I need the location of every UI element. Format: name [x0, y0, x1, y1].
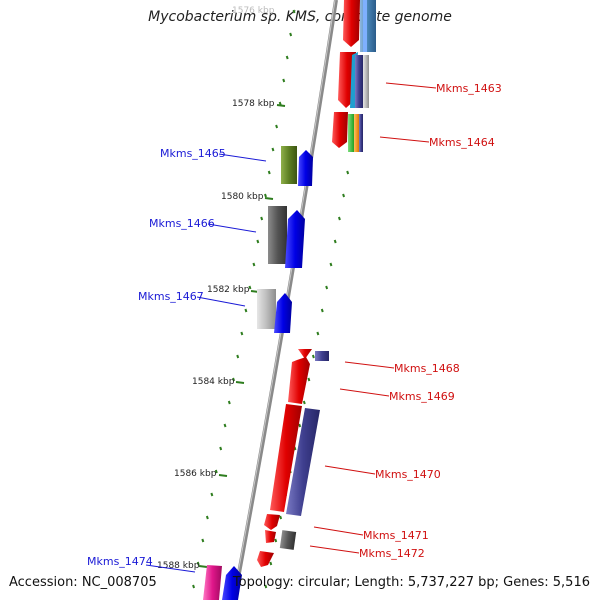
- tick-mark: [320, 308, 324, 313]
- genome-summary-text: Topology: circular; Length: 5,737,227 bp…: [232, 575, 590, 590]
- svg-text:1576 kbp: 1576 kbp: [232, 6, 275, 16]
- tick-mark: [333, 239, 337, 244]
- gene-mkms-1470[interactable]: [270, 404, 320, 516]
- tick-mark: [196, 561, 200, 566]
- tick-track-outer: [192, 9, 296, 589]
- svg-text:1586 kbp: 1586 kbp: [174, 469, 217, 479]
- feature-cluster-1464[interactable]: [332, 112, 363, 152]
- label-mkms-1466[interactable]: Mkms_1466: [149, 217, 215, 230]
- gene-mkms-1469[interactable]: [288, 357, 310, 404]
- tick-label-1578: 1578 kbp: [232, 99, 286, 109]
- leader-1463: [385, 82, 437, 89]
- tick-mark: [227, 400, 231, 405]
- tick-mark: [282, 78, 286, 83]
- label-mkms-1474[interactable]: Mkms_1474: [87, 555, 153, 568]
- svg-text:1582 kbp: 1582 kbp: [207, 285, 250, 295]
- accession-text: Accession: NC_008705: [9, 575, 157, 590]
- leader-1468: [344, 361, 395, 369]
- tick-mark: [244, 308, 248, 313]
- leader-1465: [218, 153, 267, 162]
- tick-mark: [342, 193, 346, 198]
- tick-mark: [252, 262, 256, 267]
- svg-text:1584 kbp: 1584 kbp: [192, 377, 235, 387]
- tick-mark: [329, 262, 333, 267]
- label-mkms-1467[interactable]: Mkms_1467: [138, 290, 204, 303]
- label-mkms-1469[interactable]: Mkms_1469: [389, 390, 455, 403]
- label-mkms-1470[interactable]: Mkms_1470: [375, 468, 441, 481]
- gene-mkms-1472[interactable]: [257, 530, 297, 567]
- tick-mark: [346, 170, 350, 175]
- leader-1466: [207, 223, 257, 233]
- label-mkms-1464[interactable]: Mkms_1464: [429, 136, 495, 149]
- tick-mark: [219, 446, 223, 451]
- tick-label-1584: 1584 kbp: [192, 377, 245, 387]
- tick-mark: [256, 239, 260, 244]
- tick-mark: [240, 331, 244, 336]
- tick-mark: [275, 124, 279, 129]
- tick-mark: [316, 331, 320, 336]
- tick-mark: [205, 515, 209, 520]
- tick-mark: [264, 193, 267, 198]
- tick-mark: [260, 216, 264, 221]
- tick-mark: [289, 32, 293, 37]
- tick-mark: [292, 9, 296, 14]
- leader-1467: [196, 296, 246, 307]
- tick-mark: [267, 170, 271, 175]
- label-mkms-1471[interactable]: Mkms_1471: [363, 529, 429, 542]
- leader-1469: [339, 388, 390, 397]
- gene-mkms-1466[interactable]: [268, 206, 305, 268]
- tick-label-1580: 1580 kbp: [221, 192, 274, 202]
- tick-mark: [201, 538, 205, 543]
- svg-text:1578 kbp: 1578 kbp: [232, 99, 275, 109]
- tick-mark: [337, 216, 341, 221]
- label-mkms-1463[interactable]: Mkms_1463: [436, 82, 502, 95]
- tick-mark: [269, 561, 273, 566]
- tick-mark: [285, 55, 289, 60]
- label-mkms-1465[interactable]: Mkms_1465: [160, 147, 226, 160]
- gene-mkms-1471[interactable]: [264, 514, 280, 530]
- leader-1470: [324, 465, 376, 475]
- gene-mkms-1467[interactable]: [257, 289, 292, 333]
- tick-mark: [307, 377, 311, 382]
- tick-label-1582: 1582 kbp: [207, 285, 260, 295]
- svg-text:1588 kbp: 1588 kbp: [157, 561, 200, 571]
- tick-mark: [192, 584, 196, 589]
- leader-1464: [379, 136, 430, 143]
- tick-mark: [298, 423, 302, 428]
- gene-mkms-1474[interactable]: [203, 565, 242, 600]
- tick-mark: [311, 354, 315, 359]
- tick-mark: [236, 354, 240, 359]
- feature-cluster-top[interactable]: [338, 0, 376, 108]
- tick-mark: [214, 469, 218, 474]
- tick-label-1588: 1588 kbp: [157, 561, 208, 571]
- tick-mark: [274, 538, 278, 543]
- leader-1474: [145, 564, 196, 573]
- tick-mark: [302, 400, 306, 405]
- tick-label-1586: 1586 kbp: [174, 469, 228, 479]
- label-mkms-1468[interactable]: Mkms_1468: [394, 362, 460, 375]
- tick-mark: [279, 515, 283, 520]
- gene-mkms-1468[interactable]: [298, 349, 329, 361]
- tick-mark: [248, 285, 252, 290]
- tick-label-1576: 1576 kbp: [232, 6, 275, 16]
- tick-mark: [232, 377, 235, 382]
- svg-text:1580 kbp: 1580 kbp: [221, 192, 264, 202]
- label-mkms-1472[interactable]: Mkms_1472: [359, 547, 425, 560]
- tick-mark: [264, 584, 268, 589]
- gene-mkms-1465[interactable]: [281, 146, 313, 186]
- tick-mark: [223, 423, 227, 428]
- leader-1472: [309, 545, 360, 554]
- tick-mark: [271, 147, 275, 152]
- tick-mark: [210, 492, 214, 497]
- tick-mark: [325, 285, 329, 290]
- leader-1471: [313, 526, 364, 536]
